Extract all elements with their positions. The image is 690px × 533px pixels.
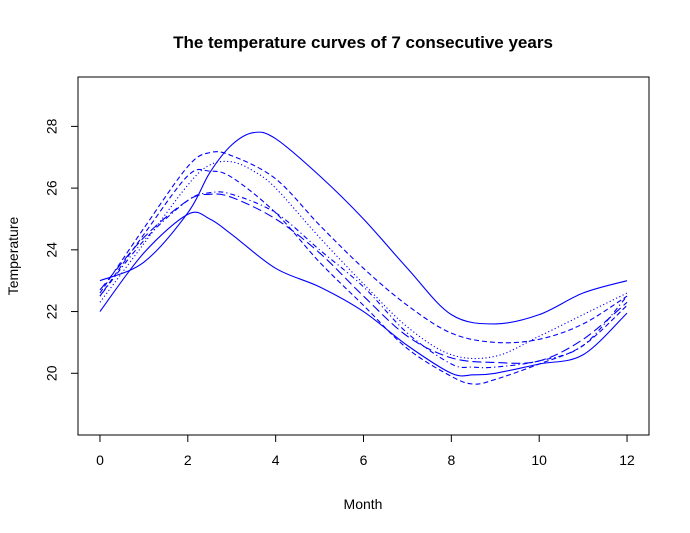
y-tick-label-0: 20 xyxy=(44,365,60,381)
x-tick-label-2: 4 xyxy=(272,452,280,468)
y-tick-label-4: 28 xyxy=(44,118,60,134)
chart-title: The temperature curves of 7 consecutive … xyxy=(173,33,553,52)
y-axis-label: Temperature xyxy=(5,216,21,295)
plot-frame xyxy=(77,76,650,436)
y-axis: 20 22 24 26 28 xyxy=(44,118,78,381)
x-tick-label-5: 10 xyxy=(531,452,547,468)
x-tick-label-0: 0 xyxy=(96,452,104,468)
y-tick-label-2: 24 xyxy=(44,242,60,258)
x-tick-label-6: 12 xyxy=(619,452,635,468)
series-line-4 xyxy=(99,151,628,344)
series-line-5 xyxy=(99,160,628,360)
y-tick-label-3: 26 xyxy=(44,180,60,196)
x-tick-label-4: 8 xyxy=(447,452,455,468)
x-axis: 0 2 4 6 8 10 12 xyxy=(96,435,635,468)
series-line-7 xyxy=(99,193,628,364)
series-line-2 xyxy=(99,211,628,377)
x-tick-label-1: 2 xyxy=(184,452,192,468)
y-tick-label-1: 22 xyxy=(44,304,60,320)
series-line-3 xyxy=(99,168,628,385)
series-layer xyxy=(99,131,628,385)
x-tick-label-3: 6 xyxy=(360,452,368,468)
series-line-1 xyxy=(99,131,628,325)
x-axis-label: Month xyxy=(344,496,383,512)
